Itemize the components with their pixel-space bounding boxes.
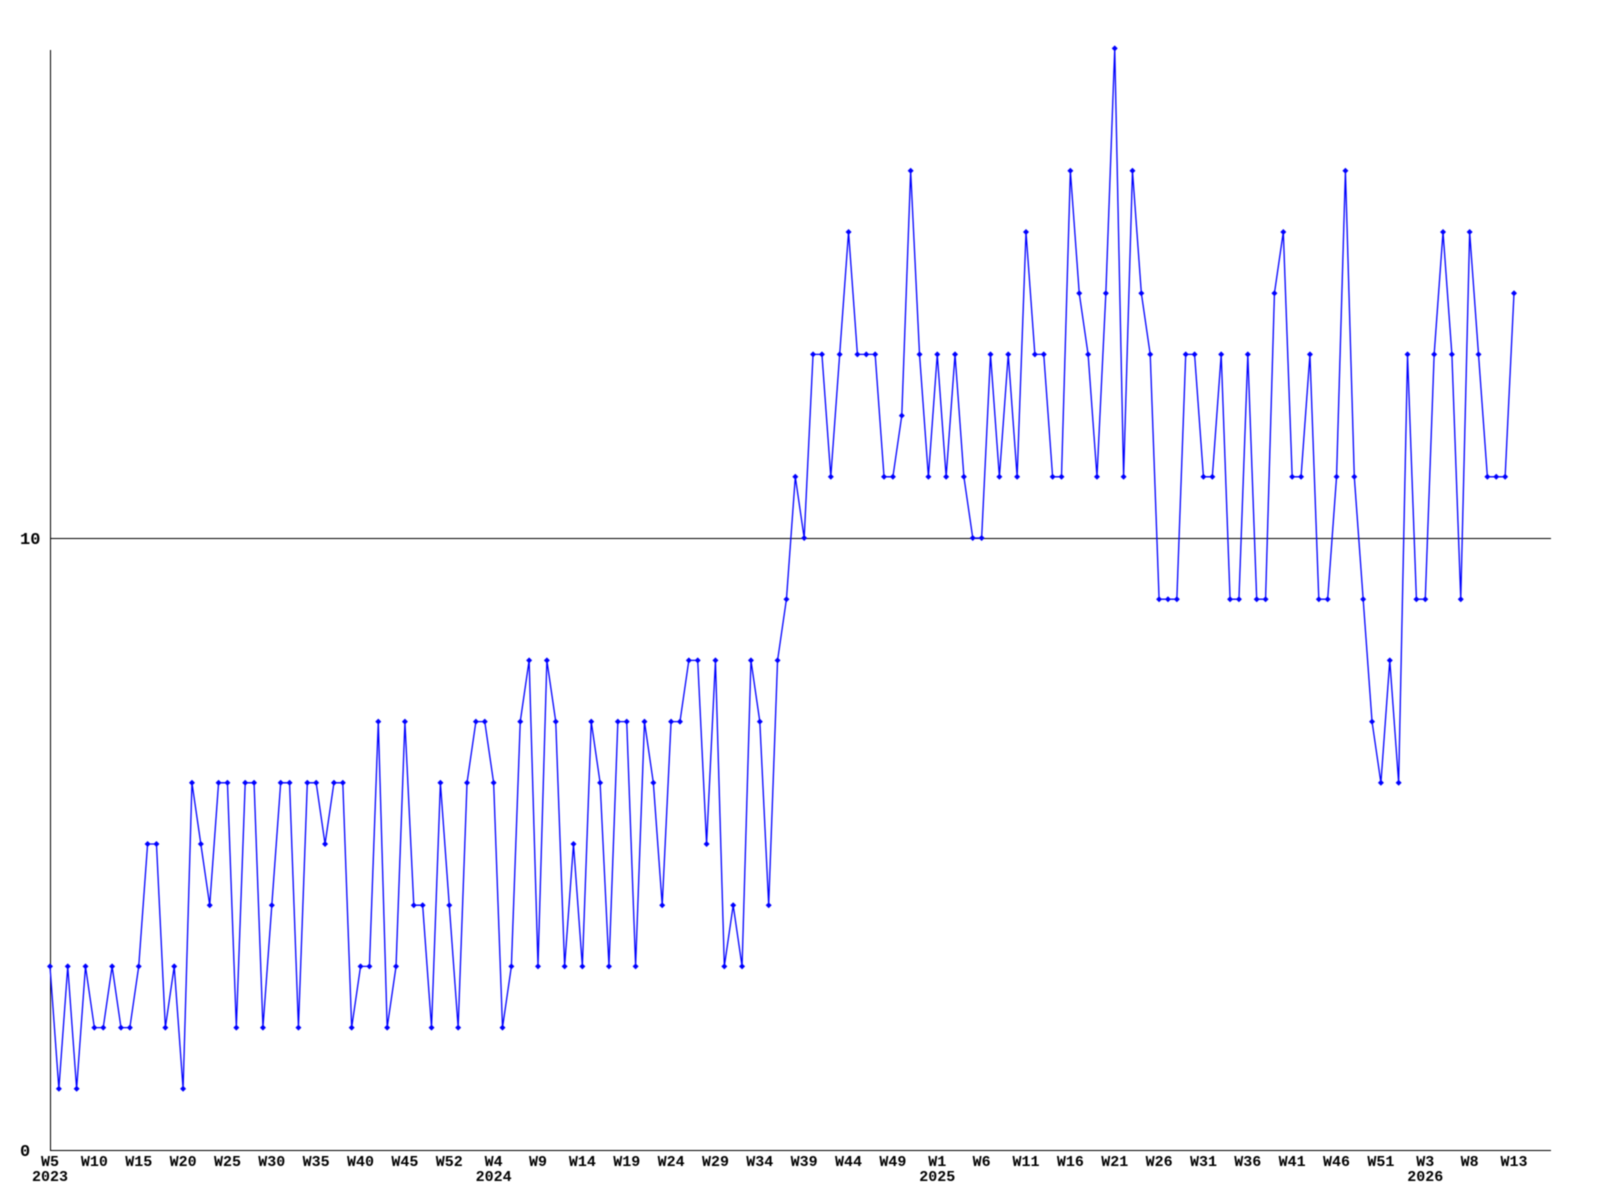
svg-text:W26: W26 [1146, 1154, 1173, 1171]
svg-text:W35: W35 [303, 1154, 330, 1171]
svg-text:W24: W24 [658, 1154, 685, 1171]
svg-text:W46: W46 [1323, 1154, 1350, 1171]
svg-text:W49: W49 [879, 1154, 906, 1171]
svg-text:W40: W40 [347, 1154, 374, 1171]
svg-text:W11: W11 [1012, 1154, 1039, 1171]
svg-text:W14: W14 [569, 1154, 596, 1171]
svg-text:W15: W15 [125, 1154, 152, 1171]
svg-text:W16: W16 [1057, 1154, 1084, 1171]
svg-text:W8: W8 [1461, 1154, 1479, 1171]
svg-text:2024: 2024 [476, 1169, 512, 1186]
svg-text:2025: 2025 [919, 1169, 955, 1186]
svg-text:W9: W9 [529, 1154, 547, 1171]
svg-text:W36: W36 [1234, 1154, 1261, 1171]
svg-text:0: 0 [20, 1143, 30, 1162]
svg-text:W19: W19 [613, 1154, 640, 1171]
svg-text:10: 10 [20, 531, 40, 550]
svg-text:W20: W20 [170, 1154, 197, 1171]
svg-text:W10: W10 [81, 1154, 108, 1171]
svg-text:2026: 2026 [1407, 1169, 1443, 1186]
svg-text:W45: W45 [391, 1154, 418, 1171]
svg-text:W13: W13 [1500, 1154, 1527, 1171]
svg-text:W29: W29 [702, 1154, 729, 1171]
svg-text:W30: W30 [258, 1154, 285, 1171]
svg-text:W41: W41 [1279, 1154, 1306, 1171]
svg-text:W52: W52 [436, 1154, 463, 1171]
svg-text:W6: W6 [973, 1154, 991, 1171]
svg-text:W44: W44 [835, 1154, 862, 1171]
svg-text:W39: W39 [791, 1154, 818, 1171]
svg-text:W34: W34 [746, 1154, 773, 1171]
svg-text:2023: 2023 [32, 1169, 68, 1186]
svg-text:W51: W51 [1367, 1154, 1394, 1171]
svg-text:W21: W21 [1101, 1154, 1128, 1171]
svg-text:W25: W25 [214, 1154, 241, 1171]
svg-text:W31: W31 [1190, 1154, 1217, 1171]
